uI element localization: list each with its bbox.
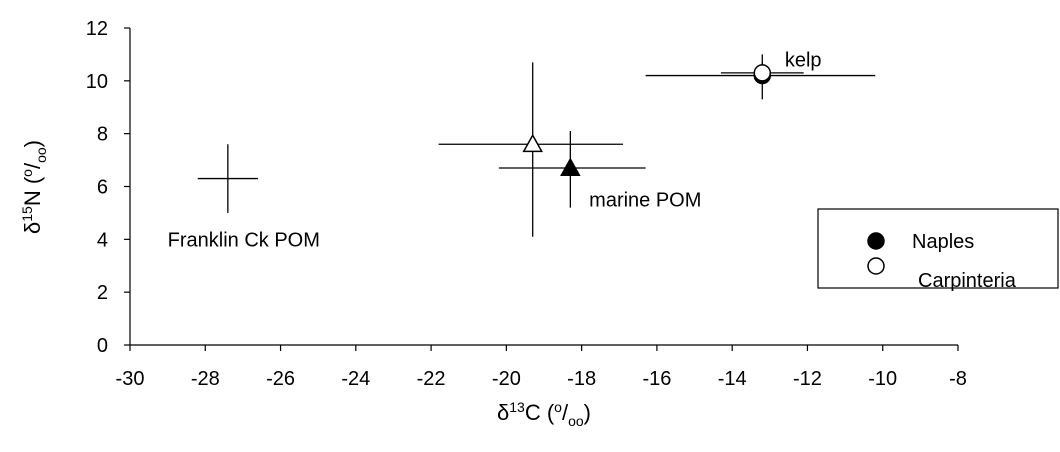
x-axis-label: δ13C (o/oo) [497,399,591,429]
circle-marker [753,64,772,82]
legend-label-carpinteria: Carpinteria [918,270,1017,292]
data-point-0 [197,144,258,213]
data-point-2 [498,131,646,208]
y-tick-label: 6 [97,177,108,199]
x-tick-label: -28 [191,368,220,390]
triangle-marker [522,133,543,153]
annotation-label: Franklin Ck POM [168,229,320,251]
x-tick-label: -10 [868,368,897,390]
y-tick-label: 8 [97,124,108,146]
x-tick-label: -18 [567,368,596,390]
x-tick-label: -30 [116,368,145,390]
data-points [197,54,876,237]
y-tick-label: 0 [97,335,108,357]
y-tick-label: 10 [86,71,108,93]
annotations: Franklin Ck POM marine POM kelp [168,50,822,252]
x-tick-label: -20 [492,368,521,390]
triangle-marker [560,157,581,176]
x-tick-label: -12 [793,368,822,390]
x-tick-label: -22 [417,368,446,390]
annotation-label: kelp [785,50,822,72]
y-axis-ticks: 0 2 4 6 8 10 12 [86,18,130,357]
y-axis-label: δ15N (o/oo) [19,140,49,234]
data-point-1 [438,62,624,237]
x-tick-label: -14 [718,368,747,390]
x-tick-label: -24 [341,368,370,390]
y-tick-label: 12 [86,18,108,40]
x-tick-label: -26 [266,368,295,390]
legend-label-naples: Naples [912,231,974,253]
legend-marker-naples [867,232,885,250]
legend-box [817,208,1059,289]
legend: Naples Carpinteria [817,208,1059,292]
y-tick-label: 2 [97,282,108,304]
data-point-4 [720,62,804,84]
legend-marker-carpinteria [867,257,885,275]
y-tick-label: 4 [97,229,108,251]
x-tick-label: -8 [949,368,967,390]
x-tick-label: -16 [642,368,671,390]
annotation-label: marine POM [589,190,701,212]
x-axis-ticks: -30 -28 -26 -24 -22 -20 -18 -16 -14 -12 -10 -8 [116,345,967,390]
